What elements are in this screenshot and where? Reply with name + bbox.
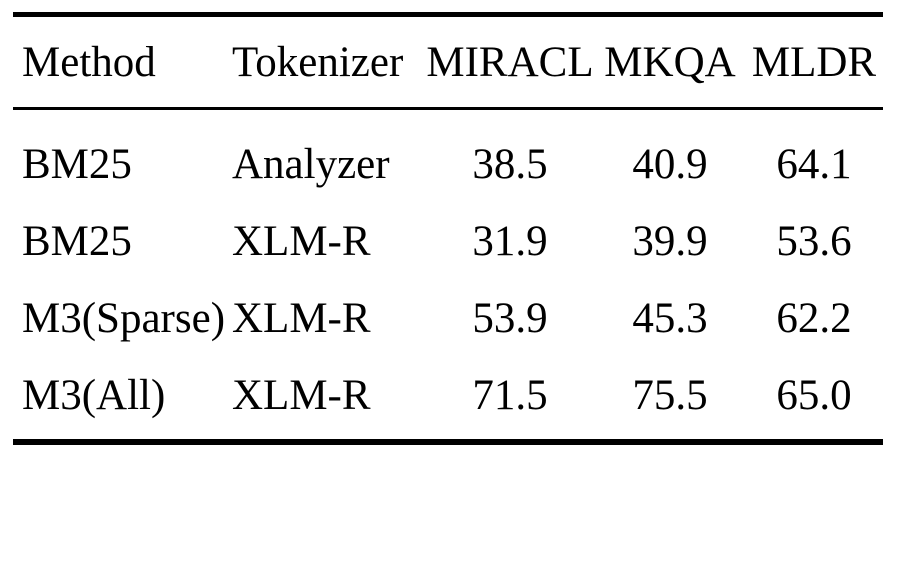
col-header-method: Method [13,14,223,110]
results-table: Method Tokenizer MIRACL MKQA MLDR BM25 A… [13,12,883,445]
results-table-container: Method Tokenizer MIRACL MKQA MLDR BM25 A… [13,12,883,445]
cell-mldr: 65.0 [776,372,852,419]
cell-mldr: 64.1 [776,141,852,188]
table-row: M3(Sparse) XLM-R 53.9 45.3 62.2 [13,280,883,357]
cell-miracl: 31.9 [472,218,548,265]
cell-mkqa: 75.5 [632,372,708,419]
cell-method: M3(All) [22,372,166,419]
cell-miracl: 53.9 [472,295,548,342]
col-header-miracl: MIRACL [425,14,595,110]
cell-tokenizer: XLM-R [232,372,371,419]
cell-method: BM25 [22,218,132,265]
cell-tokenizer: XLM-R [232,218,371,265]
cell-tokenizer: Analyzer [232,141,390,188]
cell-mldr: 53.6 [776,218,852,265]
cell-miracl: 38.5 [472,141,548,188]
cell-mkqa: 45.3 [632,295,708,342]
cell-method: M3(Sparse) [22,295,226,342]
table-row: BM25 XLM-R 31.9 39.9 53.6 [13,203,883,280]
cell-tokenizer: XLM-R [232,295,371,342]
cell-mldr: 62.2 [776,295,852,342]
table-caption: Table 11: Comparison with the BM25 metho… [8,475,893,582]
table-row: BM25 Analyzer 38.5 40.9 64.1 [13,109,883,204]
cell-mkqa: 39.9 [632,218,708,265]
col-header-mldr: MLDR [745,14,883,110]
table-row: M3(All) XLM-R 71.5 75.5 65.0 [13,357,883,442]
table-header-row: Method Tokenizer MIRACL MKQA MLDR [13,14,883,110]
col-header-tokenizer: Tokenizer [223,14,425,110]
col-header-mkqa: MKQA [595,14,745,110]
cell-miracl: 71.5 [472,372,548,419]
cell-method: BM25 [22,141,132,188]
cell-mkqa: 40.9 [632,141,708,188]
